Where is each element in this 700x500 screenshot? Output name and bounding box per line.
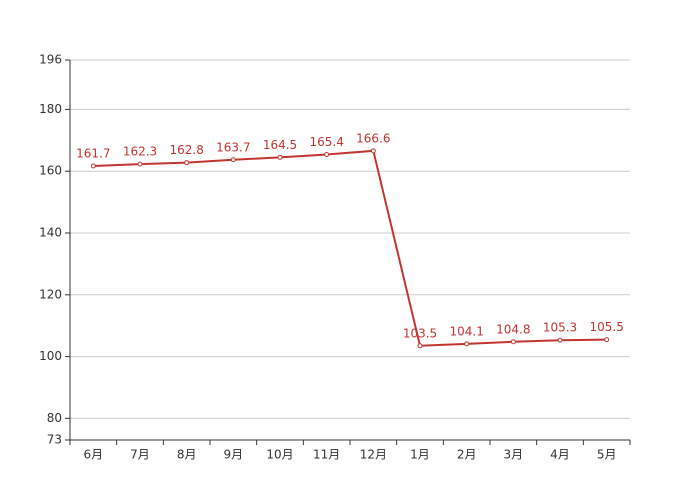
y-tick-label: 73: [47, 433, 62, 447]
point: [510, 339, 516, 345]
x-tick-label: 10月: [266, 448, 293, 462]
y-tick-label: 100: [39, 349, 62, 363]
y-tick-label: 160: [39, 164, 62, 178]
x-tick-label: 9月: [224, 448, 244, 462]
data-label: 164.5: [263, 138, 297, 152]
point: [370, 148, 376, 154]
data-label: 103.5: [403, 326, 437, 340]
point: [557, 337, 563, 343]
x-tick-label: 6月: [84, 448, 104, 462]
y-tick-label: 120: [39, 287, 62, 301]
data-label: 165.4: [309, 135, 343, 149]
data-label: 163.7: [216, 140, 250, 154]
data-label: 104.1: [449, 324, 483, 338]
x-tick-label: 5月: [597, 448, 617, 462]
data-label: 161.7: [76, 146, 110, 160]
point: [417, 343, 423, 349]
point: [90, 163, 96, 169]
x-tick-label: 8月: [177, 448, 197, 462]
data-label: 105.3: [543, 321, 577, 335]
data-label: 104.8: [496, 322, 530, 336]
x-tick-label: 11月: [313, 448, 340, 462]
x-tick-label: 3月: [504, 448, 524, 462]
x-tick-label: 7月: [130, 448, 150, 462]
x-tick-label: 12月: [360, 448, 387, 462]
y-tick-label: 140: [39, 226, 62, 240]
point: [604, 337, 610, 343]
x-tick-label: 4月: [550, 448, 570, 462]
point: [464, 341, 470, 347]
x-tick-label: 2月: [457, 448, 477, 462]
y-tick-label: 180: [39, 102, 62, 116]
point: [230, 157, 236, 163]
data-label: 162.8: [169, 143, 203, 157]
point: [184, 160, 190, 166]
y-tick-label: 80: [47, 411, 62, 425]
series-line: [93, 149, 607, 347]
data-label: 166.6: [356, 131, 390, 145]
x-tick-label: 1月: [410, 448, 430, 462]
point: [277, 154, 283, 160]
point: [137, 161, 143, 167]
point: [324, 152, 330, 158]
data-label: 105.5: [589, 320, 623, 334]
y-tick-label: 196: [39, 53, 62, 67]
data-label: 162.3: [123, 145, 157, 159]
